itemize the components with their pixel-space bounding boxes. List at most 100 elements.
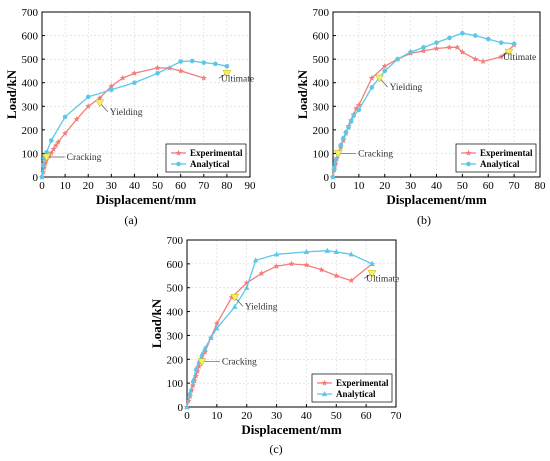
annotation-cracking: Cracking xyxy=(358,149,393,159)
y-axis-label: Load/kN xyxy=(149,298,164,348)
data-point-analytical xyxy=(232,303,238,309)
data-point-analytical xyxy=(434,40,439,45)
annotation-marker xyxy=(222,70,232,78)
legend-label: Analytical xyxy=(336,389,376,399)
data-point-analytical xyxy=(348,251,354,257)
data-point-experimental xyxy=(303,261,310,268)
x-tick-label: 80 xyxy=(221,180,233,192)
legend-label: Analytical xyxy=(190,159,230,169)
data-point-experimental xyxy=(381,63,388,69)
data-point-experimental xyxy=(498,53,505,60)
plot-frame xyxy=(41,11,251,178)
data-point-analytical xyxy=(303,248,310,255)
data-point-experimental xyxy=(459,48,466,55)
x-tick-label: 80 xyxy=(535,180,547,192)
data-point-experimental xyxy=(446,44,453,50)
annotation-marker xyxy=(333,150,343,158)
annotation-ultimate: Ultimate xyxy=(221,74,254,84)
y-tick-label: 100 xyxy=(167,378,184,390)
legend-box xyxy=(165,143,247,173)
x-tick-label: 40 xyxy=(301,410,313,422)
annotation-yielding: Yielding xyxy=(110,108,143,118)
data-point-analytical xyxy=(343,129,349,135)
annotation-marker xyxy=(197,358,207,367)
data-point-analytical xyxy=(421,45,426,50)
x-tick-label: 10 xyxy=(353,180,365,192)
data-point-analytical xyxy=(178,59,183,64)
annotation-marker xyxy=(504,48,514,57)
data-point-experimental xyxy=(420,47,427,54)
y-tick-label: 600 xyxy=(313,31,330,43)
data-point-analytical xyxy=(85,94,91,100)
data-point-experimental xyxy=(85,103,92,109)
y-tick-label: 600 xyxy=(22,31,39,43)
data-point-analytical xyxy=(369,260,375,266)
data-point-analytical xyxy=(244,284,250,290)
data-point-experimental xyxy=(213,320,220,327)
data-point-analytical xyxy=(190,377,196,383)
data-point-experimental xyxy=(200,74,207,81)
data-point-experimental xyxy=(348,277,355,284)
data-point-experimental xyxy=(108,83,115,89)
x-tick-label: 40 xyxy=(129,180,141,192)
data-point-analytical xyxy=(273,251,280,257)
y-tick-label: 0 xyxy=(33,172,39,184)
y-tick-label: 100 xyxy=(313,148,330,160)
data-point-analytical xyxy=(331,165,337,170)
data-point-analytical xyxy=(356,107,362,113)
data-point-analytical xyxy=(346,125,351,130)
annotation-yielding: Yielding xyxy=(245,302,278,312)
x-tick-label: 0 xyxy=(330,180,336,192)
data-point-experimental xyxy=(73,116,80,122)
data-point-experimental xyxy=(96,94,103,101)
y-tick-label: 200 xyxy=(167,354,184,366)
y-tick-label: 700 xyxy=(167,235,184,247)
chart-panel-a: 0 10 20 30 40 50 60 70 80 90 0 100 200 300 400 500 600 70… xyxy=(4,7,256,227)
data-point-experimental xyxy=(288,260,295,267)
annotation-yielding: Yielding xyxy=(390,83,423,93)
data-point-analytical xyxy=(199,351,205,357)
x-tick-label: 60 xyxy=(361,410,373,422)
data-point-analytical xyxy=(187,389,193,395)
data-point-analytical xyxy=(201,60,207,65)
data-point-analytical xyxy=(62,114,68,120)
data-point-experimental xyxy=(258,270,265,276)
data-point-analytical xyxy=(333,248,339,255)
x-tick-label: 70 xyxy=(391,410,403,422)
y-tick-label: 200 xyxy=(22,125,39,137)
annotation-marker xyxy=(367,270,377,278)
data-point-analytical xyxy=(408,49,413,55)
legend-box xyxy=(455,143,537,173)
data-point-analytical xyxy=(252,257,259,263)
data-point-analytical xyxy=(341,135,346,141)
legend-label: Analytical xyxy=(480,159,520,169)
data-point-analytical xyxy=(155,70,160,76)
legend-marker xyxy=(466,161,471,167)
data-point-experimental xyxy=(333,272,340,279)
data-point-experimental xyxy=(195,363,202,370)
data-point-analytical xyxy=(485,36,491,42)
data-point-analytical xyxy=(48,138,54,143)
legend-label: Experimental xyxy=(190,148,243,158)
data-point-analytical xyxy=(193,365,199,371)
y-tick-label: 400 xyxy=(167,307,184,319)
chart-panel-c: 0 10 20 30 40 50 60 700100200300400500600700Dis… xyxy=(149,235,402,456)
y-tick-label: 0 xyxy=(324,172,330,184)
data-point-analytical xyxy=(224,63,230,69)
data-point-experimental xyxy=(52,142,59,149)
y-tick-label: 300 xyxy=(313,101,330,113)
y-tick-label: 500 xyxy=(22,54,39,66)
x-axis-label: Displacement/mm xyxy=(241,422,342,437)
x-tick-label: 50 xyxy=(152,180,164,192)
x-tick-label: 30 xyxy=(106,180,118,192)
data-point-analytical xyxy=(473,33,478,38)
annotation-ultimate: Ultimate xyxy=(503,53,536,63)
data-point-analytical xyxy=(40,162,46,168)
plot-frame xyxy=(186,239,397,408)
data-point-analytical xyxy=(460,30,465,36)
data-point-experimental xyxy=(177,67,184,74)
y-tick-label: 300 xyxy=(167,330,184,342)
panel-label: (a) xyxy=(124,213,137,227)
